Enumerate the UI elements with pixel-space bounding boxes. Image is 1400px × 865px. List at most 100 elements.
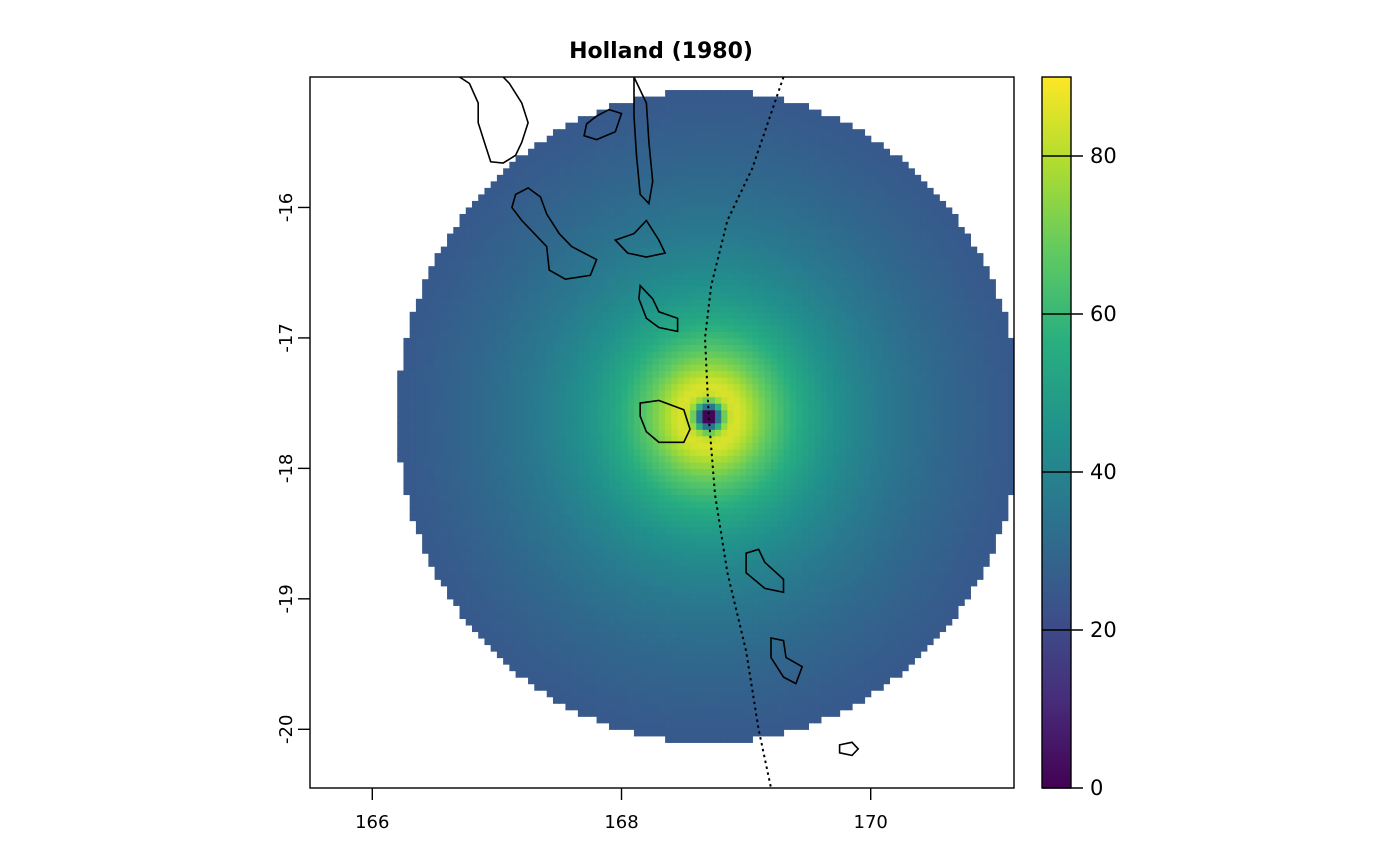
heatmap-cell [976,396,984,404]
heatmap-cell [440,572,448,580]
heatmap-cell [708,481,716,489]
heatmap-cell [814,716,822,724]
heatmap-cell [677,357,685,365]
heatmap-cell [540,644,548,652]
heatmap-cell [746,735,753,743]
heatmap-cell [559,383,567,391]
heatmap-cell [640,559,648,567]
heatmap-cell [733,716,741,724]
heatmap-cell [964,422,971,430]
heatmap-cell [783,690,791,698]
heatmap-cell [951,585,959,593]
heatmap-cell [733,722,741,730]
heatmap-cell [739,664,747,672]
heatmap-cell [665,448,672,456]
heatmap-cell [945,546,953,554]
heatmap-cell [758,409,766,417]
heatmap-cell [789,461,797,469]
heatmap-cell [546,468,554,476]
heatmap-cell [552,455,560,463]
heatmap-cell [565,370,573,378]
heatmap-cell [982,396,990,404]
heatmap-cell [933,559,940,567]
heatmap-cell [534,618,542,626]
heatmap-cell [883,546,890,554]
heatmap-cell [870,403,878,411]
heatmap-cell [590,644,598,652]
heatmap-cell [453,533,461,541]
heatmap-cell [908,546,915,554]
heatmap-cell [845,507,853,515]
heatmap-cell [559,637,567,646]
heatmap-cell [690,690,697,698]
heatmap-cell [939,474,947,483]
heatmap-cell [478,422,486,430]
heatmap-cell [646,598,654,606]
heatmap-cell [571,442,579,450]
heatmap-cell [471,494,479,502]
heatmap-cell [565,533,573,541]
heatmap-cell [764,716,772,724]
heatmap-cell [920,631,928,639]
heatmap-cell [802,500,810,509]
heatmap-cell [733,487,741,496]
heatmap-cell [864,585,872,593]
heatmap-cell [727,624,735,633]
heatmap-cell [640,442,648,450]
heatmap-cell [565,572,573,580]
heatmap-cell [702,540,710,548]
heatmap-cell [721,572,729,580]
heatmap-cell [609,468,616,476]
heatmap-cell [702,481,710,489]
heatmap-cell [964,546,971,554]
heatmap-cell [453,540,461,548]
heatmap-cell [739,670,747,678]
heatmap-cell [696,487,704,496]
heatmap-cell [453,527,461,535]
heatmap-cell [933,377,940,385]
heatmap-cell [534,442,542,450]
heatmap-cell [484,507,492,515]
heatmap-cell [515,644,523,652]
heatmap-cell [827,624,834,633]
heatmap-cell [696,396,704,404]
heatmap-cell [528,618,535,626]
heatmap-cell [453,546,461,554]
heatmap-cell [552,442,560,450]
heatmap-cell [933,461,940,469]
heatmap-cell [665,605,672,613]
heatmap-cell [447,377,454,385]
heatmap-cell [771,566,778,574]
heatmap-cell [665,670,672,678]
heatmap-cell [989,455,996,463]
heatmap-cell [995,481,1003,489]
heatmap-cell [914,572,922,580]
heatmap-cell [939,461,947,469]
heatmap-cell [590,364,598,372]
heatmap-cell [920,533,928,541]
heatmap-cell [976,409,984,417]
heatmap-cell [908,344,915,352]
heatmap-cell [951,435,959,443]
heatmap-cell [795,566,803,574]
heatmap-cell [646,540,654,548]
heatmap-cell [615,396,623,404]
heatmap-cell [565,481,573,489]
heatmap-cell [733,696,741,704]
heatmap-cell [503,448,510,456]
heatmap-cell [714,546,722,554]
heatmap-cell [528,422,535,430]
heatmap-cell [920,579,928,587]
heatmap-cell [814,709,822,717]
heatmap-cell [739,507,747,515]
heatmap-cell [690,624,697,633]
heatmap-cell [447,474,454,483]
heatmap-cell [403,344,411,352]
heatmap-cell [845,344,853,352]
heatmap-cell [696,572,704,580]
heatmap-cell [908,540,915,548]
heatmap-cell [789,677,797,685]
heatmap-cell [783,546,791,554]
heatmap-cell [490,422,498,430]
heatmap-cell [833,461,841,469]
